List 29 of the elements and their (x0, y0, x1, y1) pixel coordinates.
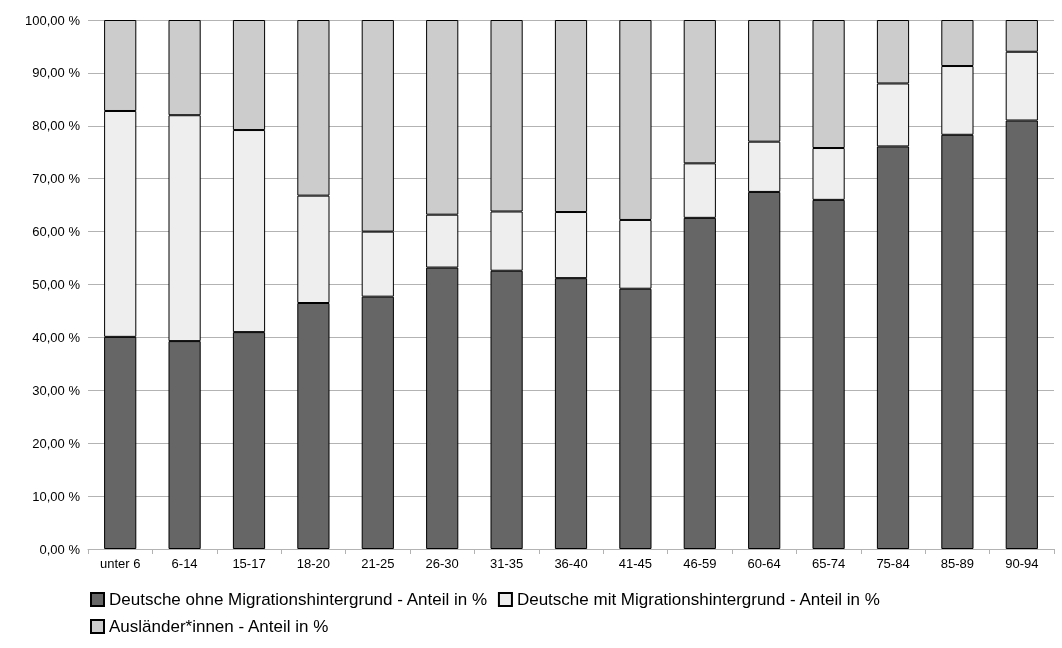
y-tick-label: 0,00 % (39, 541, 81, 557)
y-tick-label: 100,00 % (25, 12, 81, 28)
legend-label: Ausländer*innen - Anteil in % (109, 617, 329, 636)
x-tick-label: 75-84 (876, 556, 910, 571)
legend-label: Deutsche mit Migrationshintergrund - Anteil in % (516, 590, 880, 609)
x-tick-label: unter 6 (99, 556, 141, 571)
y-tick-label: 90,00 % (32, 65, 81, 81)
x-tick-label: 85-89 (940, 556, 975, 571)
x-tick-label: 31-35 (489, 556, 524, 571)
y-tick-label: 80,00 % (32, 118, 81, 134)
x-tick-label: 26-30 (425, 556, 459, 571)
y-tick-label: 70,00 % (32, 171, 81, 187)
y-tick-label: 30,00 % (32, 382, 81, 398)
x-tick-label: 46-59 (683, 556, 717, 571)
x-tick-label: 36-40 (554, 556, 588, 571)
x-tick-label: 41-45 (618, 556, 653, 571)
x-tick-label: 18-20 (296, 556, 331, 571)
y-tick-label: 50,00 % (32, 277, 81, 292)
x-tick-label: 60-64 (747, 556, 781, 571)
x-tick-label: 15-17 (232, 556, 266, 571)
x-tick-label: 6-14 (171, 556, 198, 571)
y-tick-label: 10,00 % (32, 488, 81, 504)
y-tick-label: 60,00 % (32, 224, 81, 240)
y-tick-label: 20,00 % (32, 435, 81, 451)
x-tick-label: 90-94 (1005, 556, 1039, 571)
x-tick-label: 65-74 (811, 556, 846, 571)
legend-label: Deutsche ohne Migrationshintergrund - Anteil in % (109, 590, 487, 609)
x-tick-label: 21-25 (361, 556, 395, 571)
y-tick-label: 40,00 % (32, 329, 81, 345)
